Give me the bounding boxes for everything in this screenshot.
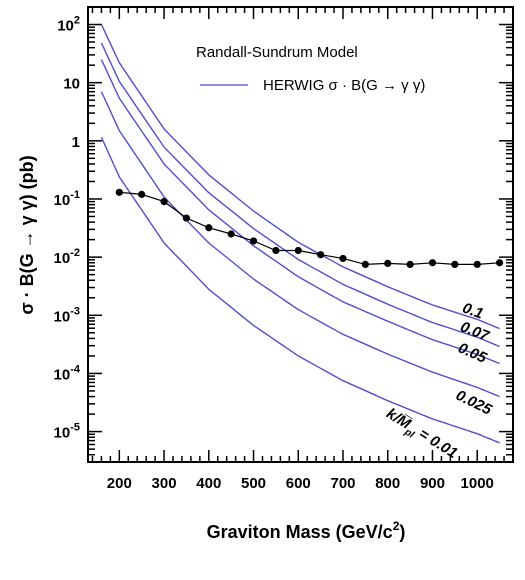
curve-series	[100, 24, 500, 330]
curve-series	[100, 42, 500, 348]
y-tick-label: 10	[63, 76, 80, 93]
x-tick-label: 900	[420, 475, 445, 492]
y-tick-label: 102	[57, 15, 80, 35]
plot-frame	[87, 6, 514, 463]
y-tick-label: 10-3	[54, 305, 80, 325]
x-tick-label: 700	[330, 475, 355, 492]
herwig-curves	[100, 24, 500, 444]
x-tick-label: 300	[152, 475, 177, 492]
limit-point	[451, 260, 459, 268]
y-tick-label: 10-2	[54, 247, 80, 267]
limit-point	[205, 224, 213, 232]
limit-point	[138, 190, 146, 198]
limit-point	[495, 259, 504, 267]
limit-point	[428, 259, 437, 267]
x-axis-title: Graviton Mass (GeV/c2)	[207, 519, 406, 542]
x-tick-label: 600	[286, 475, 311, 492]
limit-point	[361, 260, 369, 268]
limit-point	[339, 254, 347, 263]
limit-point	[317, 251, 325, 259]
x-tick-label: 200	[107, 475, 132, 492]
limit-point	[182, 214, 191, 222]
curve-series	[100, 137, 500, 444]
y-tick-label: 10-1	[54, 189, 80, 209]
limit-point	[160, 198, 168, 206]
curve-series	[100, 59, 500, 365]
y-tick-label: 10-4	[54, 363, 81, 383]
limit-line	[119, 191, 500, 266]
x-tick-label: 400	[196, 475, 221, 492]
legend-title: Randall-Sundrum Model	[196, 44, 358, 61]
y-tick-label: 1	[72, 134, 80, 151]
limit-point	[384, 259, 392, 268]
limit-point	[473, 260, 481, 268]
limit-point	[115, 188, 123, 196]
y-tick-label: 10-5	[54, 422, 80, 442]
limit-point	[406, 260, 414, 268]
x-tick-label: 1000	[461, 475, 494, 492]
x-tick-label: 800	[375, 475, 400, 492]
y-axis-title: σ · B(G → γ γ) (pb)	[17, 155, 37, 314]
limit-point	[249, 237, 258, 245]
legend-entry: HERWIG σ · B(G → γ γ)	[263, 77, 425, 94]
limit-point	[294, 246, 302, 255]
curve-series	[100, 91, 500, 398]
limit-series	[115, 188, 504, 268]
curve-label: 0.1	[460, 300, 485, 323]
x-tick-label: 500	[241, 475, 266, 492]
tick-labels: 200 300 400 500 600 700 800 900 1000 10-5 10-4 10-3…	[54, 15, 494, 492]
limit-point	[272, 246, 280, 255]
axis-ticks	[88, 6, 513, 463]
limit-point	[227, 230, 235, 238]
